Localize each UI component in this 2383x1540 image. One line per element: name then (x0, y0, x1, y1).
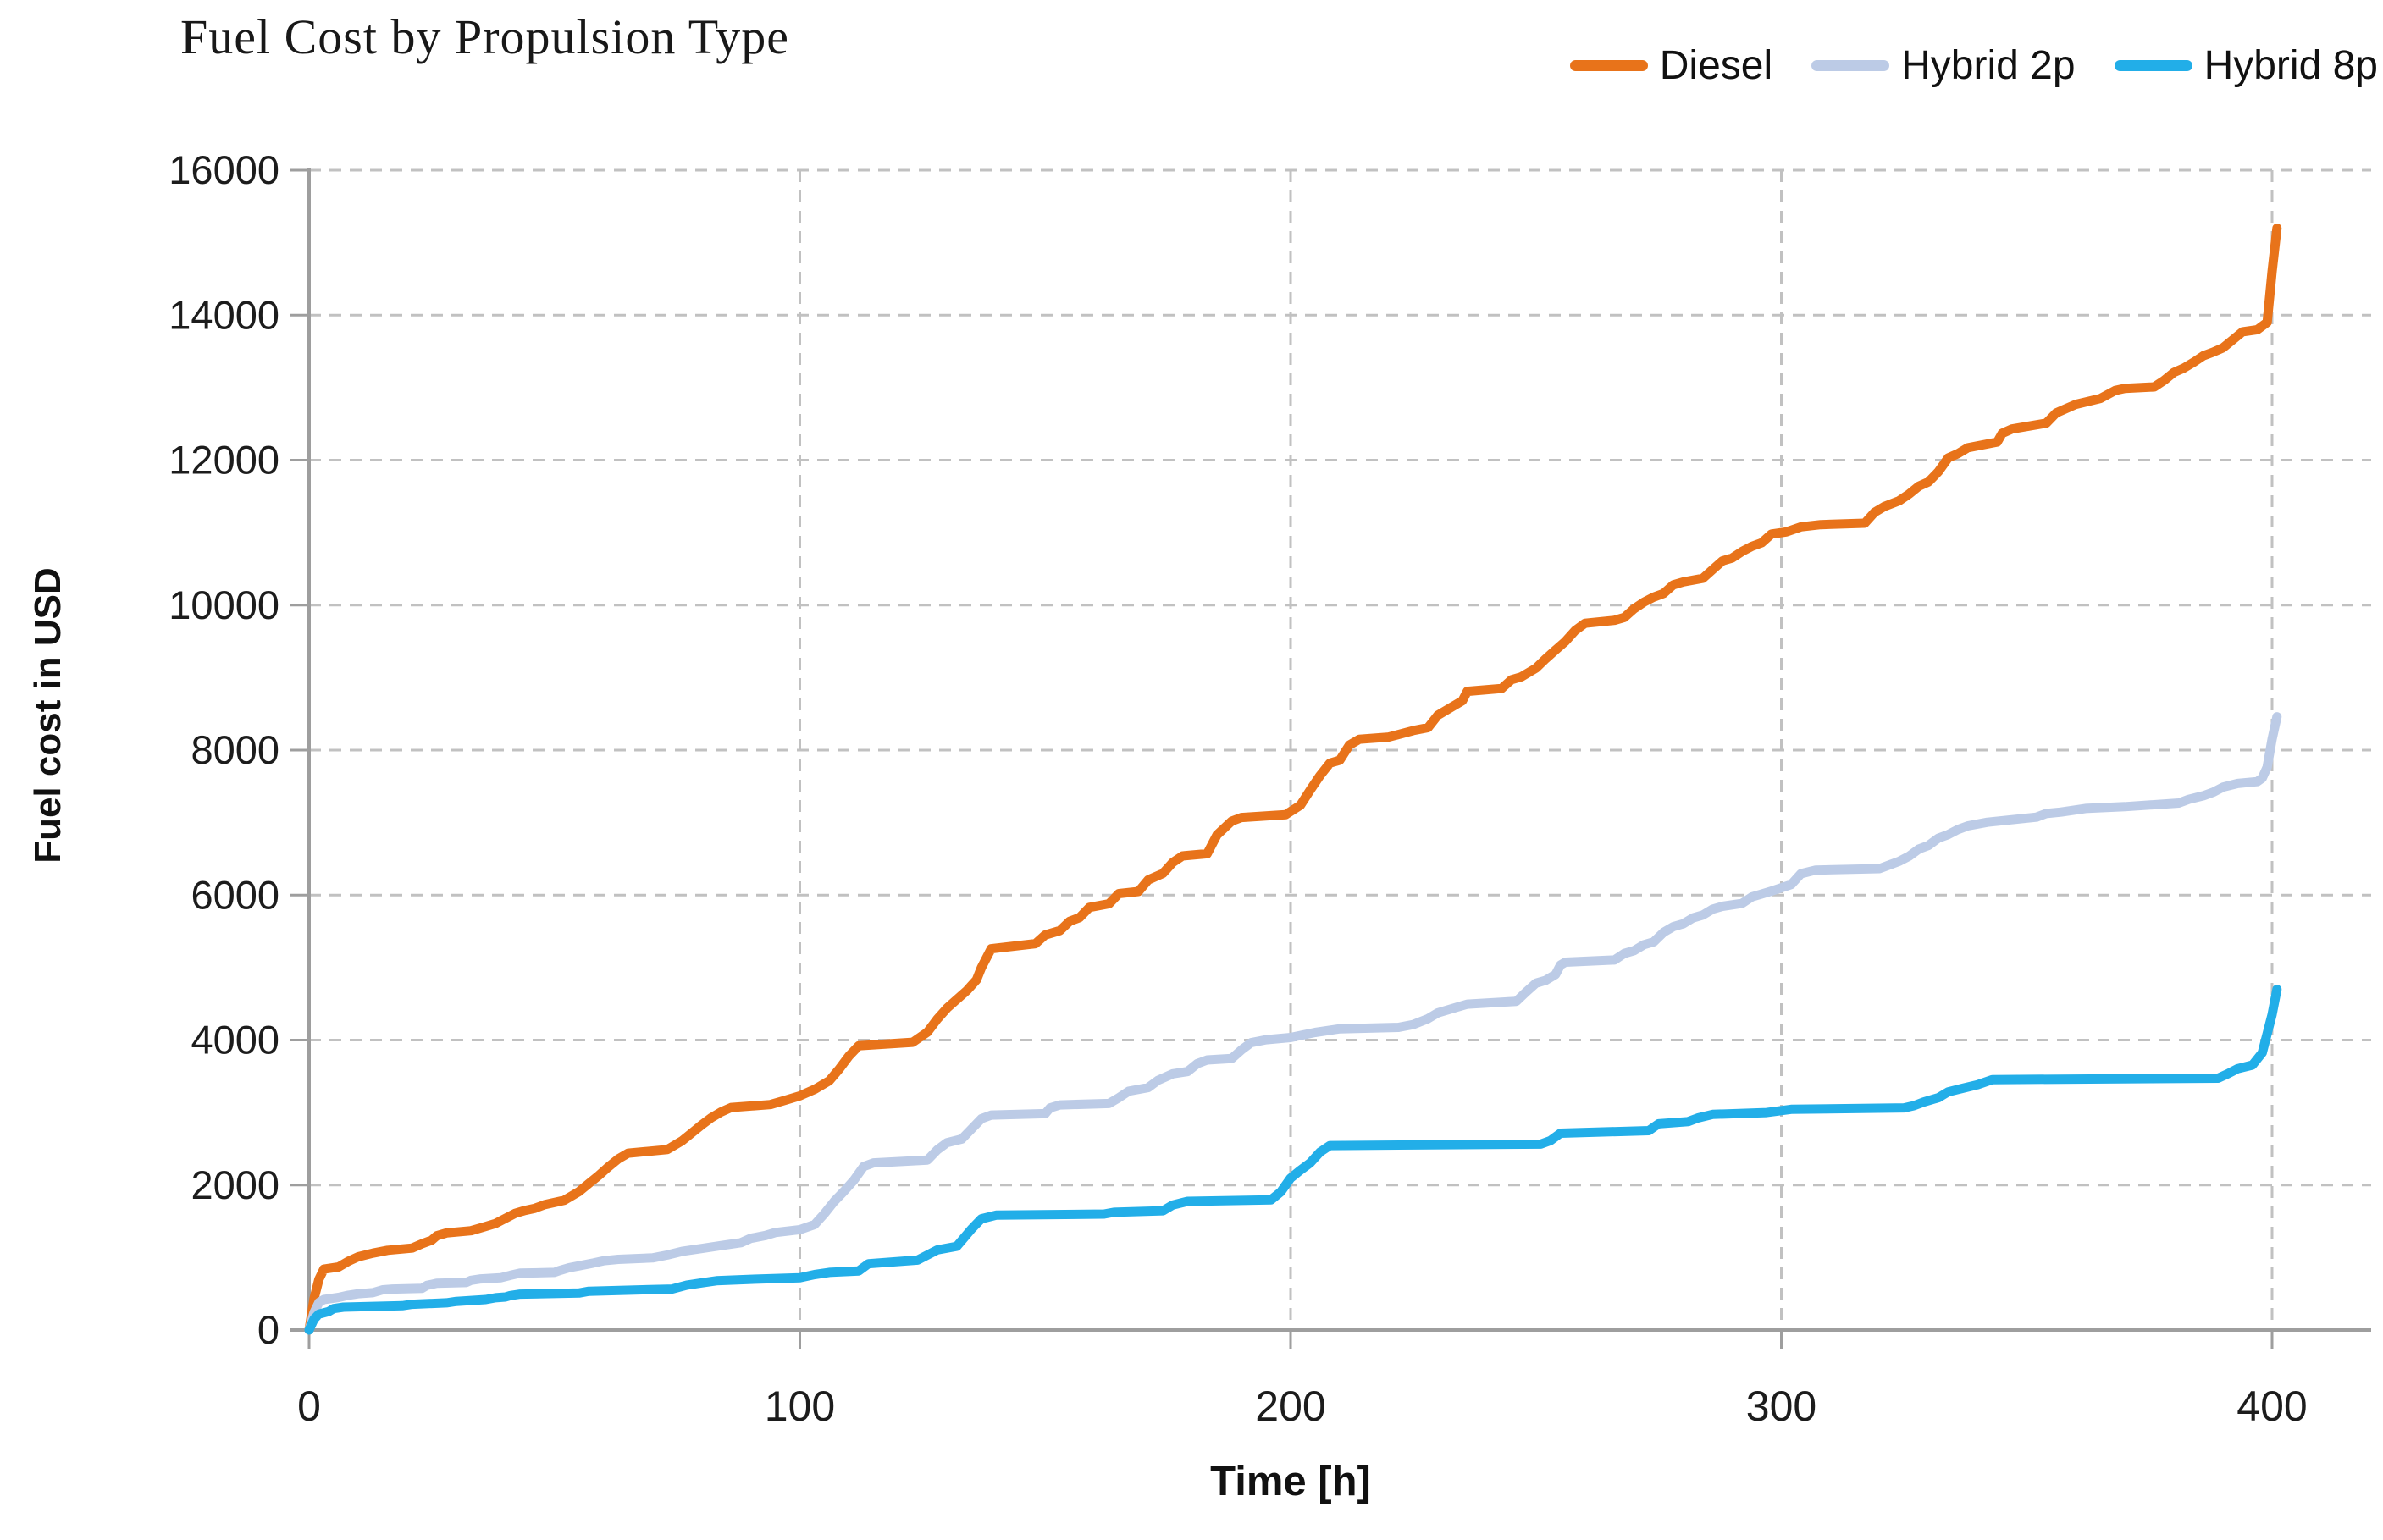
legend-item-diesel: Diesel (1569, 42, 1773, 89)
y-tick-label-2000: 2000 (191, 1162, 279, 1207)
x-tick-label-100: 100 (765, 1383, 835, 1430)
x-tick-labels: 0 100 200 300 400 (297, 1383, 2308, 1430)
horizontal-gridlines (309, 168, 2371, 1187)
legend-label: Hybrid 8p (2203, 43, 2378, 88)
legend-label: Diesel (1659, 43, 1773, 88)
series-line-diesel (304, 224, 2282, 1335)
y-tick-label-14000: 14000 (169, 292, 279, 337)
legend-swatch-icon (2114, 60, 2192, 71)
y-tick-label-0: 0 (257, 1307, 279, 1352)
y-tick-label-10000: 10000 (169, 582, 279, 627)
legend-item-hybrid-2p: Hybrid 2p (1811, 42, 2076, 89)
y-tick-label-12000: 12000 (169, 438, 279, 483)
series-line-hybrid-2p (304, 712, 2282, 1335)
legend-swatch-icon (1811, 60, 1890, 71)
series-line-hybrid-8p (304, 985, 2282, 1335)
legend-label: Hybrid 2p (1901, 43, 2076, 88)
chart-title: Fuel Cost by Propulsion Type (180, 9, 789, 64)
y-tick-label-16000: 16000 (169, 147, 279, 192)
y-tick-label-8000: 8000 (191, 727, 279, 772)
tick-marks (290, 168, 2274, 1349)
x-tick-label-200: 200 (1255, 1383, 1325, 1430)
y-tick-labels: 0 2000 4000 6000 8000 10000 12000 14000 16000 (169, 147, 279, 1352)
x-tick-label-300: 300 (1746, 1383, 1816, 1430)
legend-item-hybrid-8p: Hybrid 8p (2114, 42, 2378, 89)
legend: Diesel Hybrid 2p Hybrid 8p (1569, 42, 2378, 89)
series-lines (304, 224, 2282, 1335)
x-axis-title: Time [h] (1210, 1459, 1371, 1504)
x-tick-label-400: 400 (2236, 1383, 2307, 1430)
legend-swatch-icon (1569, 60, 1648, 71)
x-tick-label-0: 0 (297, 1383, 321, 1430)
y-tick-label-4000: 4000 (191, 1018, 279, 1063)
y-tick-label-6000: 6000 (191, 872, 279, 917)
